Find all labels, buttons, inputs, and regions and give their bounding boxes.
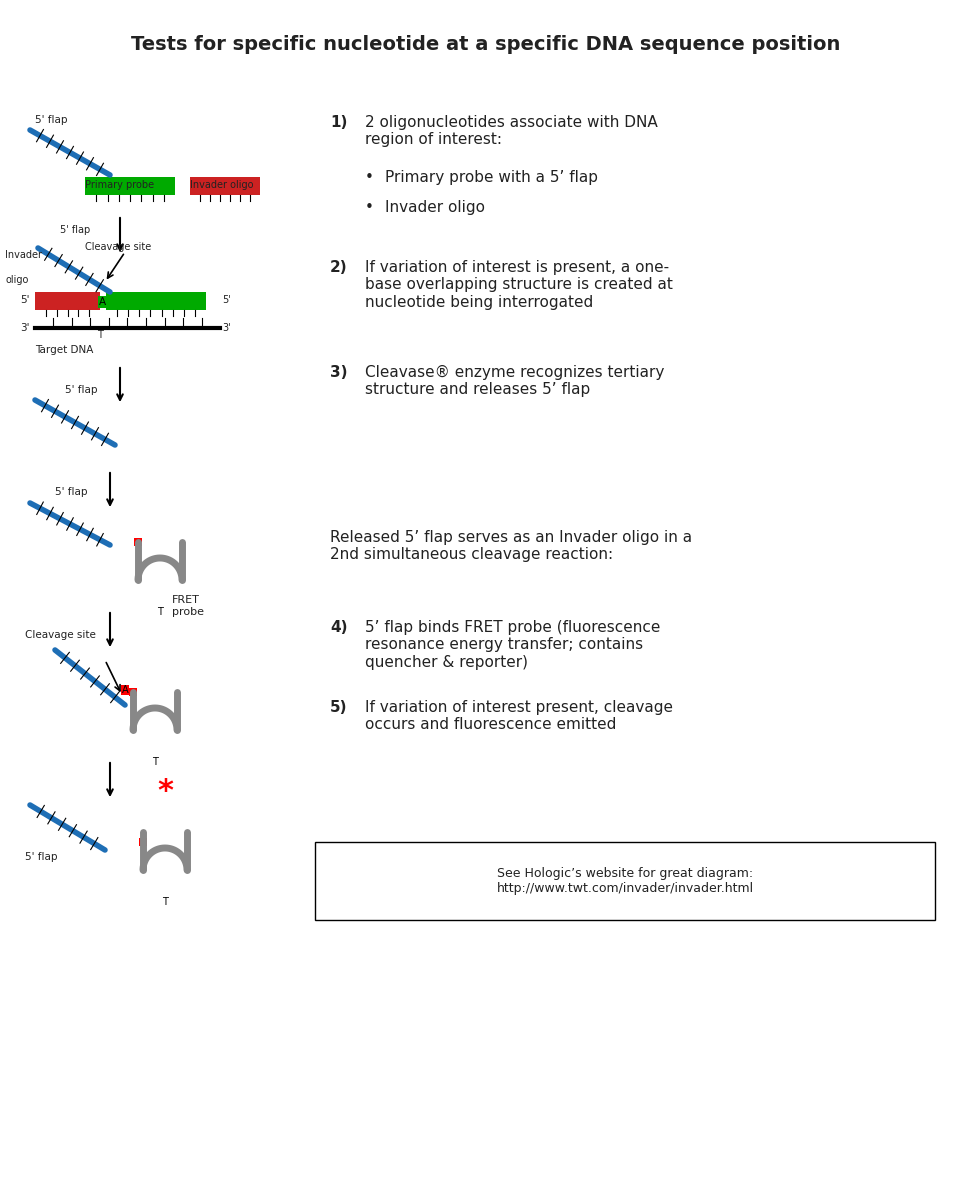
Text: Invader: Invader	[5, 250, 42, 260]
Text: 3): 3)	[330, 365, 348, 380]
FancyBboxPatch shape	[129, 688, 137, 696]
Text: 2): 2)	[330, 260, 348, 275]
Text: 5' flap: 5' flap	[35, 115, 67, 125]
Text: 2 oligonucleotides associate with DNA
region of interest:: 2 oligonucleotides associate with DNA re…	[365, 115, 658, 148]
Text: Invader oligo: Invader oligo	[385, 200, 485, 215]
Text: A: A	[122, 685, 128, 695]
FancyBboxPatch shape	[315, 842, 935, 920]
Text: Invader oligo: Invader oligo	[190, 180, 254, 190]
Text: Cleavage site: Cleavage site	[25, 630, 96, 640]
Text: A: A	[98, 296, 106, 307]
Text: •: •	[365, 200, 374, 215]
Text: See Hologic’s website for great diagram:
http://www.twt.com/invader/invader.html: See Hologic’s website for great diagram:…	[497, 866, 753, 895]
Text: •: •	[365, 170, 374, 185]
Text: T: T	[157, 607, 163, 617]
FancyBboxPatch shape	[85, 176, 175, 194]
Text: 5' flap: 5' flap	[25, 852, 57, 862]
Text: 5' flap: 5' flap	[65, 385, 97, 395]
Text: Cleavase® enzyme recognizes tertiary
structure and releases 5’ flap: Cleavase® enzyme recognizes tertiary str…	[365, 365, 665, 397]
Text: Target DNA: Target DNA	[35, 346, 93, 355]
Text: FRET
probe: FRET probe	[172, 595, 204, 617]
Text: If variation of interest present, cleavage
occurs and fluorescence emitted: If variation of interest present, cleava…	[365, 700, 673, 732]
FancyBboxPatch shape	[35, 292, 100, 310]
Text: 5': 5'	[20, 295, 30, 305]
Text: T: T	[152, 757, 157, 767]
FancyBboxPatch shape	[139, 838, 147, 846]
FancyBboxPatch shape	[106, 292, 206, 310]
Text: 4): 4)	[330, 620, 348, 635]
Text: 5' flap: 5' flap	[55, 487, 87, 497]
Text: 3': 3'	[20, 323, 30, 334]
FancyBboxPatch shape	[134, 538, 142, 546]
Text: 5’ flap binds FRET probe (fluorescence
resonance energy transfer; contains
quenc: 5’ flap binds FRET probe (fluorescence r…	[365, 620, 660, 670]
Text: 1): 1)	[330, 115, 347, 130]
Text: T: T	[97, 330, 103, 340]
Text: Tests for specific nucleotide at a specific DNA sequence position: Tests for specific nucleotide at a speci…	[131, 35, 841, 54]
Text: Primary probe with a 5’ flap: Primary probe with a 5’ flap	[385, 170, 598, 185]
Text: Primary probe: Primary probe	[85, 180, 155, 190]
Text: T: T	[162, 898, 168, 907]
FancyBboxPatch shape	[190, 176, 260, 194]
Text: oligo: oligo	[5, 275, 28, 284]
Text: 5): 5)	[330, 700, 348, 715]
Text: 5': 5'	[222, 295, 230, 305]
Text: 3': 3'	[222, 323, 230, 334]
Text: *: *	[157, 778, 173, 806]
Text: Cleavage site: Cleavage site	[85, 242, 152, 252]
Text: If variation of interest is present, a one-
base overlapping structure is create: If variation of interest is present, a o…	[365, 260, 673, 310]
Text: Released 5’ flap serves as an Invader oligo in a
2nd simultaneous cleavage react: Released 5’ flap serves as an Invader ol…	[330, 530, 692, 563]
Text: 5' flap: 5' flap	[60, 226, 90, 235]
